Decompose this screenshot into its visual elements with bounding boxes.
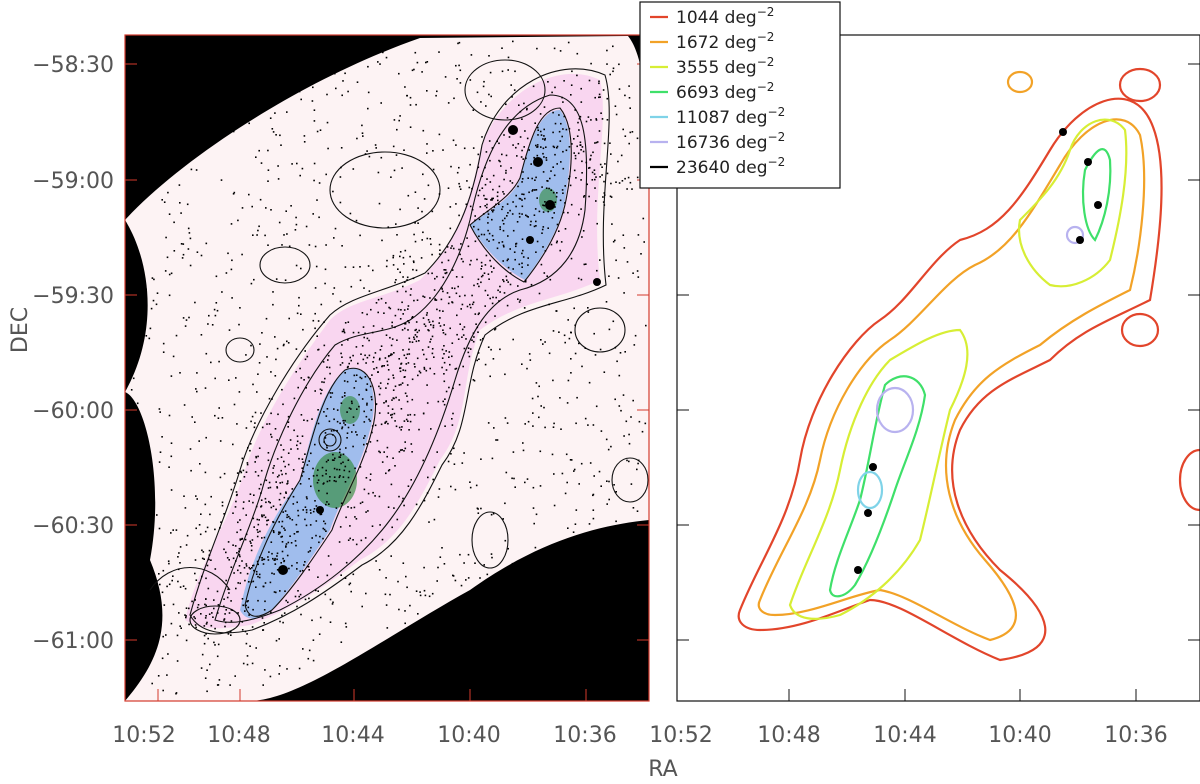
y-axis-title: DEC	[8, 307, 33, 353]
density-core	[340, 396, 360, 424]
right-plot-frame	[676, 34, 1200, 702]
contour-1672	[757, 118, 1146, 642]
x-tick-label: 10:48	[207, 723, 270, 748]
left-panel-density-map	[124, 34, 650, 702]
x-tick-label: 10:36	[553, 723, 616, 748]
x-tick-label: 10:52	[112, 723, 175, 748]
star-points	[130, 40, 647, 697]
y-tick-label: −61:00	[32, 629, 114, 654]
legend-label: 11087 deg−2	[676, 105, 785, 128]
x-tick-label: 10:36	[1104, 723, 1167, 748]
contour-16736	[875, 386, 915, 434]
y-tick-label: −60:30	[32, 514, 114, 539]
contour-16736b	[1065, 225, 1085, 245]
legend-label: 16736 deg−2	[676, 130, 785, 153]
left-plot-frame	[124, 34, 650, 702]
legend-label: 6693 deg−2	[676, 80, 774, 103]
right-axis-ticks	[677, 63, 1200, 701]
y-tick-label: −59:30	[32, 284, 114, 309]
contour-lines	[149, 59, 649, 635]
x-tick-label: 10:40	[988, 723, 1051, 748]
contour-1044-small	[1118, 67, 1162, 103]
x-tick-label: 10:44	[873, 723, 936, 748]
contour-11087	[856, 470, 884, 510]
right-panel-contour-map	[676, 34, 1200, 702]
y-tick-label: −59:00	[32, 169, 114, 194]
x-axis-title: RA	[648, 757, 677, 782]
density-level-2	[240, 368, 374, 619]
x-axis-tick-labels-right: 10:52 10:48 10:44 10:40 10:36	[649, 723, 1167, 748]
contour-1044-small	[1120, 312, 1160, 348]
x-tick-label: 10:48	[757, 723, 820, 748]
contour-6693b	[1081, 148, 1112, 242]
contour-1044	[737, 97, 1163, 662]
x-tick-label: 10:52	[649, 723, 712, 748]
legend-label: 1044 deg−2	[676, 5, 774, 28]
x-tick-label: 10:44	[321, 723, 384, 748]
contour-1672-small	[1006, 70, 1034, 94]
contour-1044-edge	[1178, 448, 1200, 512]
legend-label: 3555 deg−2	[676, 55, 774, 78]
x-tick-label: 10:40	[437, 723, 500, 748]
dense-knots	[278, 125, 601, 575]
contour-3555	[788, 328, 969, 620]
x-axis-tick-labels-left: 10:52 10:48 10:44 10:40 10:36	[112, 723, 616, 748]
y-tick-label: −60:00	[32, 399, 114, 424]
legend-box	[639, 1, 841, 189]
density-level-2b	[470, 110, 570, 280]
y-tick-label: −58:30	[32, 53, 114, 78]
y-axis-tick-labels: −58:30 −59:00 −59:30 −60:00 −60:30 −61:00	[32, 53, 114, 654]
contour-23640-peaks	[854, 128, 1102, 574]
legend-label: 1672 deg−2	[676, 30, 774, 53]
contour-3555b	[1017, 118, 1128, 288]
legend-label: 23640 deg−2	[676, 155, 785, 178]
